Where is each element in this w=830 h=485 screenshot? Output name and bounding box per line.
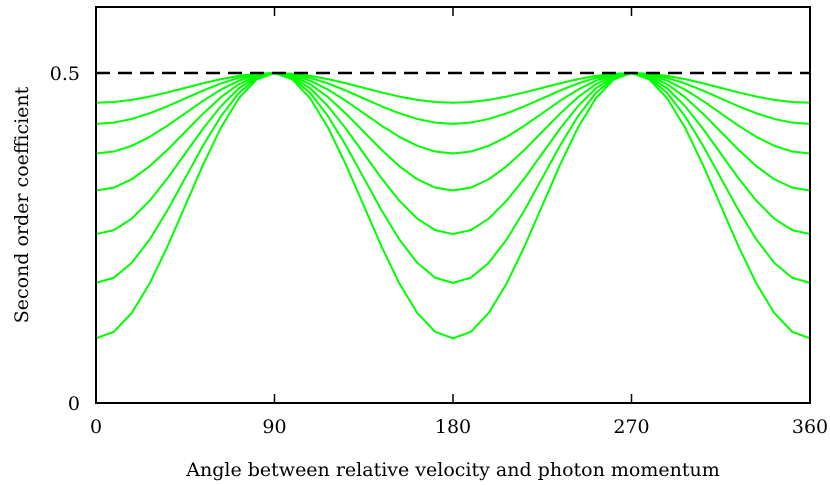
plot-frame: [95, 6, 811, 404]
tick-labels-group: 0 90 180 270 360 0 0.5: [50, 63, 828, 438]
y-axis-label: Second order coefficient: [11, 86, 33, 323]
y-tick-label: 0.5: [50, 63, 80, 85]
series-line-2: [95, 72, 811, 125]
ticks-group: [95, 7, 811, 404]
x-tick-label: 90: [262, 416, 286, 438]
series-line-3: [95, 72, 811, 155]
x-tick-label: 270: [613, 416, 649, 438]
series-line-7: [95, 72, 811, 340]
x-tick-label: 360: [792, 416, 828, 438]
x-tick-label: 0: [90, 416, 102, 438]
y-tick-label: 0: [68, 393, 80, 415]
series-line-1: [95, 72, 811, 104]
series-line-5: [95, 72, 811, 236]
x-tick-label: 180: [435, 416, 471, 438]
series-line-4: [95, 72, 811, 192]
x-axis-label: Angle between relative velocity and phot…: [185, 459, 719, 481]
curves-group: [95, 72, 811, 340]
series-line-6: [95, 72, 811, 284]
